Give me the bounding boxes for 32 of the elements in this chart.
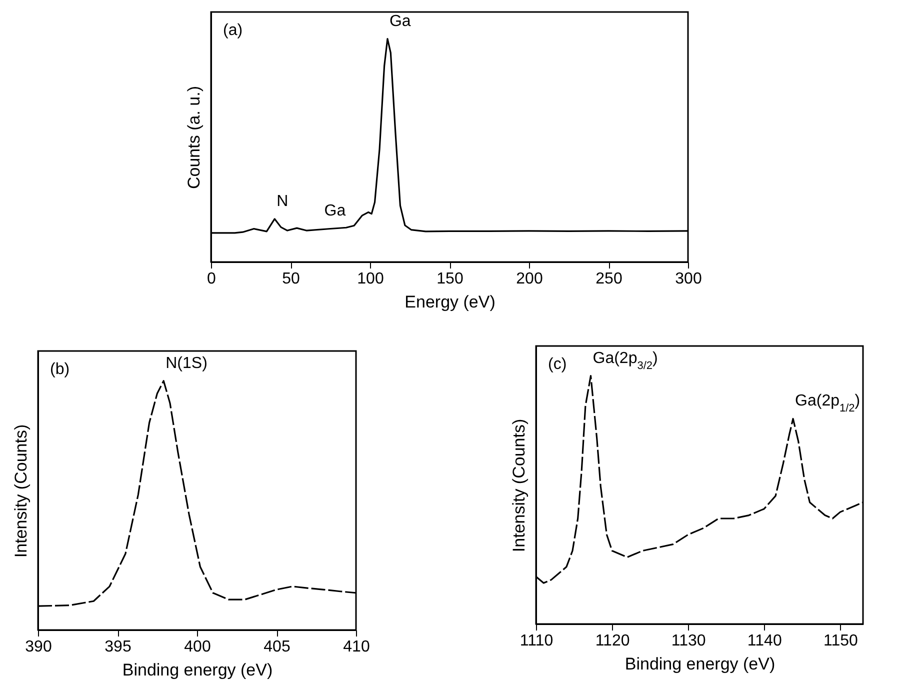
x-tick-label: 390 [25,638,52,656]
annotation: N(1S) [166,354,208,372]
x-tick-label: 0 [207,270,216,288]
x-tick-label: 1140 [747,632,782,650]
x-tick-label: 1150 [823,632,858,650]
y-axis-title: Intensity (Counts) [510,418,528,552]
annotation: (a) [223,22,243,39]
x-axis-title: Binding energy (eV) [122,660,273,680]
x-tick-label: 250 [596,270,622,288]
x-axis-title: Energy (eV) [404,292,496,312]
y-axis-title: Counts (a. u.) [184,86,204,189]
annotation: N [276,192,288,210]
x-tick-label: 50 [282,270,300,288]
x-tick-label: 1130 [671,632,706,650]
x-tick-label: 300 [675,270,702,288]
x-tick-label: 100 [357,270,384,288]
text: (c) [548,356,567,373]
x-tick-label: 1110 [520,632,554,650]
x-tick-label: 1120 [595,632,630,650]
x-tick-label: 395 [104,638,132,656]
text: (b) [50,361,70,378]
x-tick-label: 410 [343,638,370,656]
annotation: Ga [389,12,411,30]
x-tick-label: 405 [264,638,290,656]
x-tick-label: 400 [184,638,211,656]
x-axis-title: Binding energy (eV) [624,654,776,674]
annotation: Ga(2p$_{3/2}$) [592,350,658,372]
annotation: Ga [324,202,346,220]
y-axis-title: Intensity (Counts) [12,424,30,558]
x-tick-label: 150 [436,270,464,288]
annotation: Ga(2p$_{1/2}$) [795,392,860,415]
x-tick-label: 200 [516,270,543,288]
